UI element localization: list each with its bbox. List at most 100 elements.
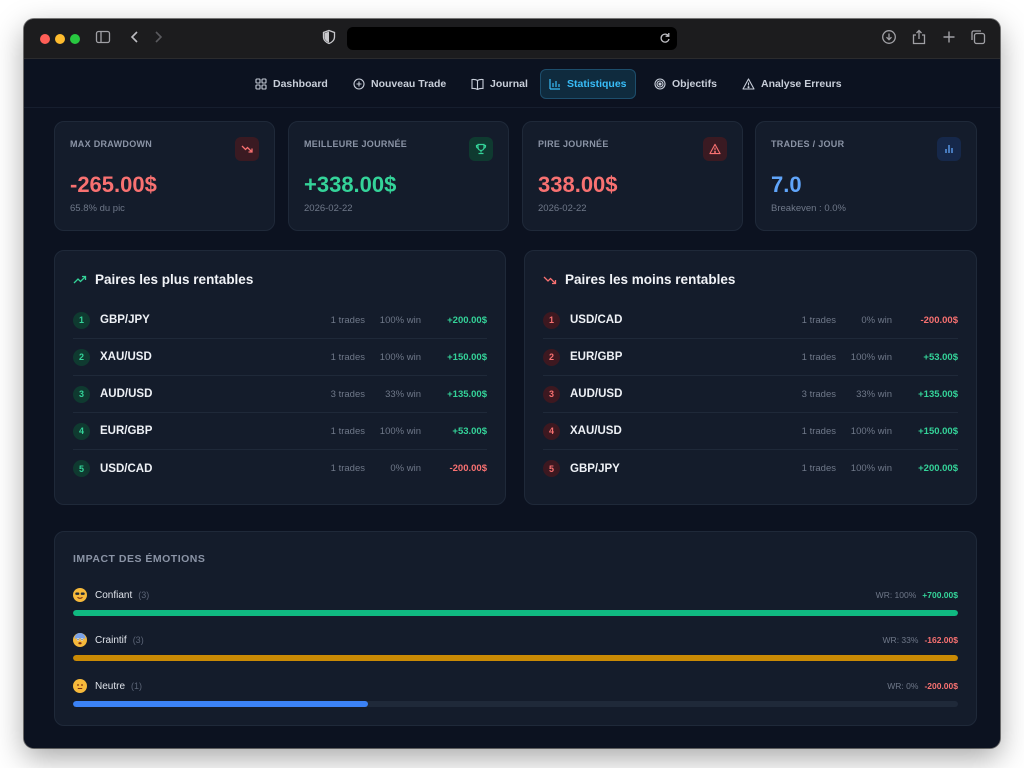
pair-winrate: 100% win (379, 314, 421, 326)
emotion-progress-fill (73, 701, 368, 707)
stat-label: MEILLEURE JOURNÉE (304, 139, 408, 149)
pair-row[interactable]: 5 USD/CAD 1 trades 0% win -200.00$ (73, 450, 487, 487)
pair-row[interactable]: 4 XAU/USD 1 trades 100% win +150.00$ (543, 413, 958, 450)
nav-nouveau-trade[interactable]: Nouveau Trade (345, 69, 454, 99)
back-icon[interactable] (128, 29, 142, 45)
sidebar-toggle-icon[interactable] (95, 29, 111, 45)
emotion-name: Confiant (95, 589, 133, 601)
bar-chart-icon (549, 79, 560, 90)
address-bar[interactable] (347, 27, 677, 50)
trend-down-icon (543, 276, 557, 284)
plus-circle-icon (353, 78, 365, 90)
target-icon (654, 78, 666, 90)
rank-badge: 2 (73, 348, 90, 366)
pair-pnl: +150.00$ (918, 425, 958, 437)
pair-pnl: -200.00$ (449, 463, 487, 474)
emotion-count: (3) (138, 590, 150, 600)
nav-dashboard-label: Dashboard (273, 78, 328, 90)
pair-row[interactable]: 4 EUR/GBP 1 trades 100% win +53.00$ (73, 413, 487, 450)
pair-name: XAU/USD (100, 351, 152, 363)
stat-sub: 65.8% du pic (70, 203, 125, 214)
forward-icon[interactable] (151, 29, 165, 45)
pair-row[interactable]: 3 AUD/USD 3 trades 33% win +135.00$ (73, 376, 487, 413)
worst-pairs-panel: Paires les moins rentables 1 USD/CAD 1 t… (524, 250, 977, 505)
rank-badge: 1 (543, 311, 560, 329)
pair-trades: 1 trades (801, 314, 836, 326)
reload-icon[interactable] (659, 31, 671, 50)
pair-trades: 1 trades (801, 351, 836, 363)
nav-objectifs[interactable]: Objectifs (646, 69, 725, 99)
rank-badge: 4 (73, 422, 90, 440)
share-icon[interactable] (911, 29, 927, 45)
minimize-window-button[interactable] (55, 34, 65, 44)
stat-card-worst-day: PIRE JOURNÉE 338.00$ 2026-02-22 (522, 121, 743, 231)
stat-card-trades-per-day: TRADES / JOUR 7.0 Breakeven : 0.0% (755, 121, 977, 231)
emotion-progress-track (73, 701, 958, 707)
nav-nouveau-trade-label: Nouveau Trade (371, 78, 447, 90)
nav-analyse-erreurs[interactable]: Analyse Erreurs (734, 69, 850, 99)
warning-icon (742, 78, 755, 90)
tab-overview-icon[interactable] (970, 29, 986, 45)
nav-journal[interactable]: Journal (463, 69, 536, 99)
stat-sub: Breakeven : 0.0% (771, 203, 846, 214)
emotion-row: Confiant (3) WR: 100% +700.00$ (73, 588, 958, 622)
pair-pnl: +53.00$ (452, 425, 487, 437)
emotion-name: Neutre (95, 680, 126, 692)
emotion-winrate: WR: 100% (875, 590, 917, 600)
nav-statistiques[interactable]: Statistiques (540, 69, 636, 99)
grid-icon (255, 78, 267, 90)
stat-sub: 2026-02-22 (538, 203, 587, 214)
close-window-button[interactable] (40, 34, 50, 44)
pair-pnl: +53.00$ (923, 351, 958, 363)
pair-row[interactable]: 3 AUD/USD 3 trades 33% win +135.00$ (543, 376, 958, 413)
panel-title-text: Paires les moins rentables (565, 272, 736, 287)
rank-badge: 1 (73, 311, 90, 329)
zoom-window-button[interactable] (70, 34, 80, 44)
stat-value: +338.00$ (304, 172, 397, 197)
neutral-face-icon (73, 679, 87, 693)
pair-trades: 1 trades (330, 314, 365, 326)
trend-down-icon (235, 137, 259, 161)
pair-row[interactable]: 2 EUR/GBP 1 trades 100% win +53.00$ (543, 339, 958, 376)
pair-row[interactable]: 2 XAU/USD 1 trades 100% win +150.00$ (73, 339, 487, 376)
pair-trades: 1 trades (330, 351, 365, 363)
nav-objectifs-label: Objectifs (672, 78, 717, 90)
emotion-progress-fill (73, 655, 958, 661)
smiling-face-with-sunglasses-icon (73, 588, 87, 602)
pair-row[interactable]: 1 GBP/JPY 1 trades 100% win +200.00$ (73, 302, 487, 339)
rank-badge: 4 (543, 422, 560, 440)
pair-trades: 1 trades (801, 425, 836, 437)
emotion-progress-fill (73, 610, 958, 616)
stat-label: MAX DRAWDOWN (70, 139, 153, 149)
emotion-pnl: -162.00$ (924, 635, 958, 645)
browser-window: Dashboard Nouveau Trade Journal Statisti… (24, 19, 1000, 748)
stat-value: 338.00$ (538, 172, 618, 197)
pair-winrate: 0% win (861, 314, 892, 326)
pair-row[interactable]: 1 USD/CAD 1 trades 0% win -200.00$ (543, 302, 958, 339)
download-icon[interactable] (881, 29, 897, 45)
pair-trades: 1 trades (801, 463, 836, 474)
pair-name: USD/CAD (100, 462, 153, 475)
rank-badge: 5 (543, 460, 560, 477)
emotion-row: Neutre (1) WR: 0% -200.00$ (73, 679, 958, 713)
pair-winrate: 100% win (850, 463, 892, 474)
emotion-progress-track (73, 655, 958, 661)
shield-icon[interactable] (322, 29, 336, 45)
rank-badge: 3 (543, 385, 560, 403)
new-tab-icon[interactable] (941, 29, 957, 45)
trend-up-icon (73, 275, 87, 283)
stat-sub: 2026-02-22 (304, 203, 353, 214)
emotion-pnl: -200.00$ (924, 681, 958, 691)
stat-card-max-drawdown: MAX DRAWDOWN -265.00$ 65.8% du pic (54, 121, 275, 231)
pair-pnl: +135.00$ (447, 388, 487, 400)
nav-dashboard[interactable]: Dashboard (247, 69, 336, 99)
pair-winrate: 33% win (385, 388, 421, 400)
stat-value: -265.00$ (70, 172, 157, 197)
best-pairs-panel: Paires les plus rentables 1 GBP/JPY 1 tr… (54, 250, 506, 505)
pair-trades: 3 trades (330, 388, 365, 400)
rank-badge: 5 (73, 460, 90, 477)
pair-row[interactable]: 5 GBP/JPY 1 trades 100% win +200.00$ (543, 450, 958, 487)
warning-icon (703, 137, 727, 161)
emotion-winrate: WR: 33% (882, 635, 919, 645)
pair-name: XAU/USD (570, 425, 622, 437)
